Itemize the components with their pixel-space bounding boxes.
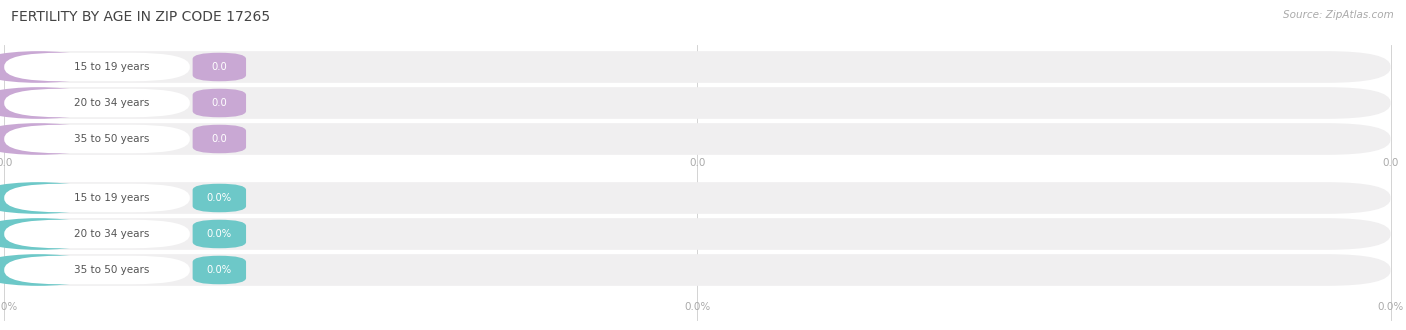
FancyBboxPatch shape	[4, 218, 1391, 250]
Text: 20 to 34 years: 20 to 34 years	[75, 98, 149, 108]
FancyBboxPatch shape	[4, 123, 1391, 155]
Text: 15 to 19 years: 15 to 19 years	[75, 62, 149, 72]
Circle shape	[0, 218, 105, 250]
Circle shape	[0, 51, 105, 83]
FancyBboxPatch shape	[193, 89, 246, 117]
Text: 0.0%: 0.0%	[685, 302, 710, 312]
FancyBboxPatch shape	[4, 220, 190, 248]
Circle shape	[0, 254, 105, 286]
Text: 35 to 50 years: 35 to 50 years	[75, 134, 149, 144]
FancyBboxPatch shape	[4, 184, 190, 212]
Circle shape	[0, 87, 105, 119]
FancyBboxPatch shape	[4, 256, 190, 284]
Text: 0.0: 0.0	[211, 134, 228, 144]
FancyBboxPatch shape	[4, 53, 190, 81]
FancyBboxPatch shape	[193, 256, 246, 284]
FancyBboxPatch shape	[193, 125, 246, 153]
FancyBboxPatch shape	[4, 182, 1391, 214]
Text: 0.0: 0.0	[689, 158, 706, 168]
FancyBboxPatch shape	[4, 125, 190, 153]
Text: 0.0: 0.0	[211, 98, 228, 108]
FancyBboxPatch shape	[4, 87, 1391, 119]
FancyBboxPatch shape	[193, 220, 246, 248]
Text: 0.0: 0.0	[211, 62, 228, 72]
Text: 0.0%: 0.0%	[207, 193, 232, 203]
Text: 0.0%: 0.0%	[1378, 302, 1403, 312]
Text: 0.0%: 0.0%	[0, 302, 17, 312]
Text: 0.0%: 0.0%	[207, 229, 232, 239]
Text: 0.0%: 0.0%	[207, 265, 232, 275]
Circle shape	[0, 182, 105, 214]
FancyBboxPatch shape	[193, 53, 246, 81]
FancyBboxPatch shape	[4, 254, 1391, 286]
Text: 0.0: 0.0	[0, 158, 13, 168]
FancyBboxPatch shape	[4, 89, 190, 117]
Text: FERTILITY BY AGE IN ZIP CODE 17265: FERTILITY BY AGE IN ZIP CODE 17265	[11, 10, 270, 24]
Text: 15 to 19 years: 15 to 19 years	[75, 193, 149, 203]
Text: 0.0: 0.0	[1382, 158, 1399, 168]
Text: Source: ZipAtlas.com: Source: ZipAtlas.com	[1282, 10, 1393, 20]
Circle shape	[0, 123, 105, 155]
Text: 20 to 34 years: 20 to 34 years	[75, 229, 149, 239]
FancyBboxPatch shape	[4, 51, 1391, 83]
FancyBboxPatch shape	[193, 184, 246, 212]
Text: 35 to 50 years: 35 to 50 years	[75, 265, 149, 275]
